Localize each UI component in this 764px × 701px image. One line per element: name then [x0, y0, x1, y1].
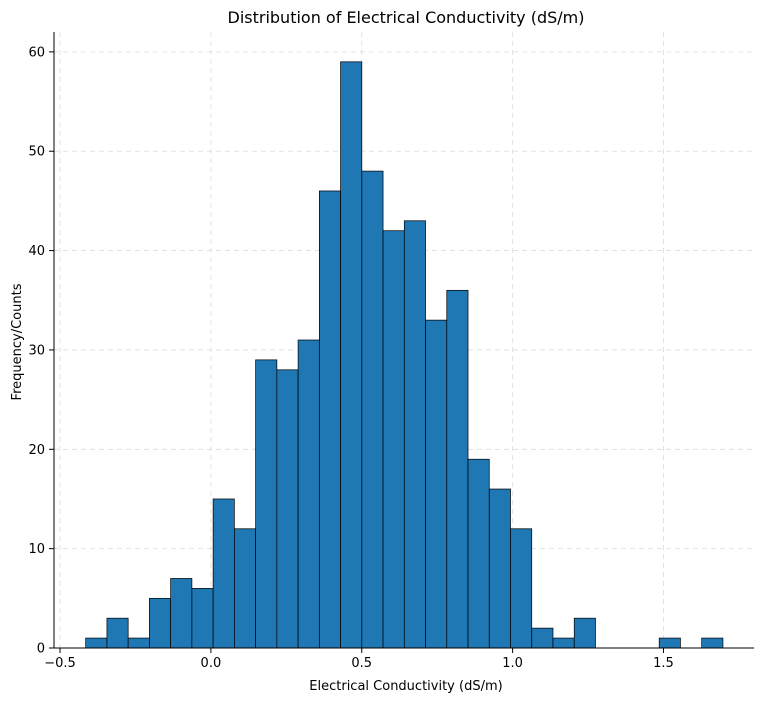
histogram-bar [191, 588, 214, 649]
y-tick-label: 60 [28, 45, 45, 60]
axes [53, 32, 754, 649]
histogram-bar [149, 597, 171, 649]
x-tick-label: 1.5 [653, 656, 674, 671]
histogram-bar [488, 488, 511, 649]
histogram-bar [297, 339, 320, 649]
histogram-bar [552, 637, 575, 649]
x-tick-label: 0.0 [201, 656, 222, 671]
histogram-bar [127, 637, 150, 649]
histogram-bar [361, 170, 384, 649]
y-axis-title: Frequency/Counts [10, 283, 25, 400]
histogram-bar [234, 528, 256, 649]
histogram-bar [446, 289, 469, 649]
chart-title: Distribution of Electrical Conductivity … [228, 8, 585, 27]
histogram-bar [255, 359, 278, 649]
x-tick-label: −0.5 [44, 656, 76, 671]
y-tick-label: 10 [28, 542, 45, 557]
histogram-bar [276, 369, 299, 649]
histogram-bar [467, 458, 490, 649]
histogram-bar [658, 637, 681, 649]
bars [85, 61, 724, 649]
y-tick-label: 20 [28, 443, 45, 458]
x-axis-title: Electrical Conductivity (dS/m) [309, 679, 502, 694]
x-tick-label: 0.5 [351, 656, 372, 671]
y-tick-label: 50 [28, 145, 45, 160]
y-tick-label: 40 [28, 244, 45, 259]
histogram-bar [425, 319, 448, 649]
histogram-bar [170, 578, 193, 649]
y-tick-label: 0 [37, 642, 45, 657]
histogram-bar [531, 627, 554, 649]
histogram-bar [318, 190, 341, 649]
histogram-bar [212, 498, 235, 649]
histogram-bar [340, 61, 363, 649]
histogram-bar [701, 637, 724, 649]
histogram-bar [382, 230, 405, 649]
x-tick-label: 1.0 [502, 656, 523, 671]
y-tick-label: 30 [28, 343, 45, 358]
ticks: −0.5 0.0 0.5 1.0 1.5 0 10 20 30 40 50 60 [28, 45, 673, 671]
histogram-bar [106, 617, 129, 649]
histogram-bar [403, 220, 426, 649]
histogram-bar [573, 617, 596, 649]
histogram-bar [510, 528, 533, 649]
histogram-bar [85, 637, 108, 649]
